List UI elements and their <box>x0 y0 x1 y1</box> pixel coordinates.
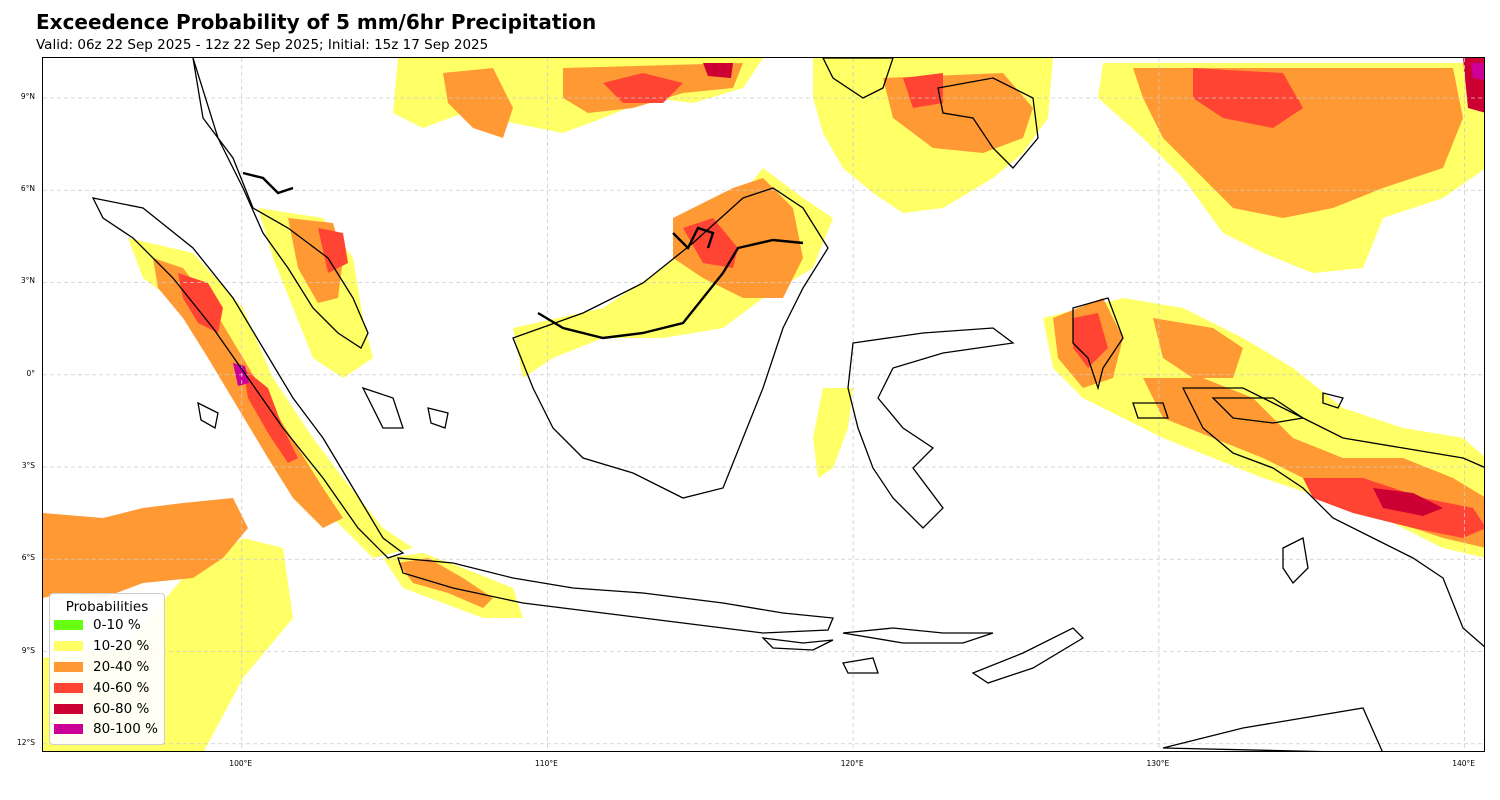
coast-sulawesi <box>847 327 1015 529</box>
lat-tick-label: 9°N <box>20 91 35 101</box>
lat-tick-label: 0° <box>26 368 35 378</box>
coast-timor <box>971 627 1085 684</box>
lat-tick-label: 12°S <box>16 737 35 747</box>
lon-tick-label: 110°E <box>535 759 558 768</box>
legend-item-60-80: 60-80 % <box>50 698 164 719</box>
coast-borneo <box>512 187 829 499</box>
lat-tick-label: 3°S <box>21 461 35 470</box>
legend-swatch <box>54 703 83 714</box>
legend-swatch <box>54 682 83 693</box>
coast-philippines-north <box>822 58 894 99</box>
prob-region-20-40-borneo <box>673 178 803 298</box>
probability-map <box>43 58 1484 751</box>
coast-flores <box>761 637 834 651</box>
prob-region-20-40-java <box>398 558 493 608</box>
probability-field-layer <box>43 58 1484 751</box>
map-title: Exceedence Probability of 5 mm/6hr Preci… <box>36 10 597 34</box>
coast-belitung <box>427 407 449 429</box>
lat-tick-label: 9°S <box>21 645 35 655</box>
legend-label: 0-10 % <box>93 617 141 634</box>
coast-seram <box>1211 397 1305 424</box>
legend-label: 40-60 % <box>93 679 150 696</box>
prob-region-60-80-papua <box>1373 488 1443 516</box>
prob-region-80-100-pacific-east <box>1471 63 1484 80</box>
legend-item-40-60: 40-60 % <box>50 677 164 698</box>
lat-tick-label: 6°S <box>21 553 35 563</box>
legend-label: 60-80 % <box>93 700 150 717</box>
lat-tick-label: 6°N <box>20 184 35 194</box>
legend-swatch <box>54 661 83 672</box>
prob-region-40-60-sumatra <box>178 273 223 333</box>
legend-swatch <box>54 641 83 652</box>
legend-item-80-100: 80-100 % <box>50 719 164 740</box>
coast-yapen-biak <box>1322 392 1344 409</box>
lon-tick-label: 140°E <box>1452 759 1475 768</box>
lon-tick-label: 120°E <box>840 759 864 768</box>
prob-region-20-40-raja-ampat <box>1153 318 1243 378</box>
legend-swatch <box>54 724 83 735</box>
coastline-layer <box>91 58 1484 751</box>
prob-region-40-60-halmahera <box>1073 313 1108 368</box>
legend-label: 20-40 % <box>93 658 150 675</box>
coast-nusa-tenggara <box>842 627 994 644</box>
coast-buru <box>1132 402 1169 419</box>
prob-region-40-60-scs <box>603 73 683 103</box>
coast-aru <box>1282 537 1309 585</box>
lon-tick-label: 130°E <box>1146 759 1170 768</box>
lat-tick-label: 3°N <box>20 276 35 286</box>
legend-label: 10-20 % <box>93 638 150 655</box>
map-subtitle: Valid: 06z 22 Sep 2025 - 12z 22 Sep 2025… <box>36 37 489 53</box>
border-borneo <box>537 238 804 340</box>
prob-region-40-60-malay <box>318 228 348 273</box>
coast-nias <box>197 401 219 430</box>
legend-item-0-10: 0-10 % <box>50 615 164 636</box>
prob-region-60-80-scs <box>703 63 733 78</box>
border-sabah <box>672 226 715 251</box>
coast-halmahera <box>1072 297 1124 391</box>
legend-item-20-40: 20-40 % <box>50 657 164 678</box>
coast-bangka <box>361 386 404 429</box>
legend-item-10-20: 10-20 % <box>50 636 164 657</box>
legend-label: 80-100 % <box>93 721 158 738</box>
coast-java <box>397 557 834 634</box>
map-frame <box>42 57 1485 752</box>
border-thai-malaysia <box>242 171 294 195</box>
prob-region-20-40-sw-ocean <box>43 498 248 598</box>
legend-title: Probabilities <box>65 599 149 615</box>
national-borders-layer <box>242 171 804 340</box>
legend: Probabilities 0-10 % 10-20 % 20-40 % 40-… <box>49 593 165 745</box>
prob-region-20-40-scs-west <box>443 68 513 138</box>
legend-swatch <box>54 620 83 631</box>
coast-malay-peninsula <box>192 58 369 349</box>
coast-australia-north <box>1162 707 1383 751</box>
coast-sumba <box>842 657 879 674</box>
lon-tick-label: 100°E <box>229 759 253 768</box>
prob-region-40-60-sumatra-south <box>243 368 298 463</box>
coast-philippines-mindanao <box>937 77 1039 169</box>
coast-sumatra <box>91 197 405 559</box>
coast-papua <box>1181 387 1484 648</box>
prob-region-10-20-sulawesi-west <box>813 388 853 478</box>
prob-region-40-60-philippines <box>903 73 943 108</box>
